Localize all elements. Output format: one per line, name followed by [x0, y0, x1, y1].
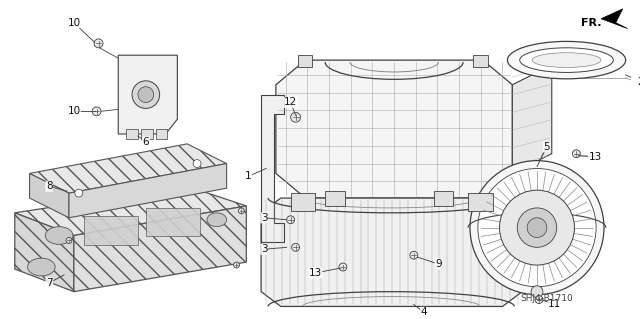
- Text: 5: 5: [543, 142, 550, 152]
- Text: 11: 11: [548, 300, 561, 309]
- Circle shape: [193, 160, 201, 167]
- Ellipse shape: [28, 258, 55, 276]
- Polygon shape: [522, 198, 557, 292]
- Circle shape: [292, 243, 300, 251]
- Circle shape: [239, 208, 244, 214]
- Text: 10: 10: [67, 106, 81, 116]
- Circle shape: [287, 216, 294, 224]
- Ellipse shape: [520, 48, 613, 72]
- Text: 2: 2: [637, 77, 640, 87]
- Bar: [126, 129, 138, 139]
- Circle shape: [132, 81, 159, 108]
- Polygon shape: [261, 95, 284, 242]
- Text: 6: 6: [143, 137, 149, 147]
- Polygon shape: [69, 164, 227, 218]
- Bar: [473, 55, 488, 67]
- Circle shape: [291, 112, 301, 122]
- Circle shape: [535, 296, 543, 303]
- Polygon shape: [15, 186, 246, 235]
- Polygon shape: [601, 9, 628, 29]
- Text: 10: 10: [67, 18, 81, 28]
- Circle shape: [234, 262, 239, 268]
- Circle shape: [75, 189, 83, 197]
- Bar: [84, 216, 138, 245]
- Text: 13: 13: [308, 268, 322, 278]
- Polygon shape: [15, 213, 74, 292]
- Circle shape: [66, 237, 72, 243]
- Circle shape: [339, 263, 347, 271]
- Circle shape: [94, 39, 103, 48]
- Bar: [325, 191, 345, 206]
- Bar: [468, 193, 493, 211]
- Text: SHJ4-B1710: SHJ4-B1710: [520, 294, 573, 303]
- Polygon shape: [118, 55, 177, 134]
- Circle shape: [138, 87, 154, 102]
- Ellipse shape: [532, 53, 601, 68]
- Bar: [156, 129, 168, 139]
- Circle shape: [92, 107, 101, 116]
- Polygon shape: [29, 174, 69, 218]
- Bar: [291, 193, 316, 211]
- Bar: [141, 129, 153, 139]
- Polygon shape: [513, 65, 552, 174]
- Circle shape: [572, 150, 580, 158]
- Bar: [146, 208, 200, 235]
- Circle shape: [478, 168, 596, 287]
- Circle shape: [410, 251, 418, 259]
- Text: 3: 3: [260, 213, 268, 223]
- Text: 7: 7: [46, 278, 52, 288]
- Circle shape: [470, 161, 604, 295]
- Text: 13: 13: [589, 152, 602, 162]
- Circle shape: [527, 218, 547, 237]
- Text: 4: 4: [420, 307, 427, 317]
- Text: 12: 12: [284, 98, 298, 108]
- Ellipse shape: [207, 213, 227, 226]
- Text: 9: 9: [435, 259, 442, 269]
- Text: 1: 1: [245, 171, 252, 182]
- Ellipse shape: [508, 41, 626, 79]
- Text: 3: 3: [260, 244, 268, 254]
- Text: FR.: FR.: [581, 18, 602, 28]
- Circle shape: [517, 208, 557, 247]
- Circle shape: [531, 286, 543, 298]
- Text: 8: 8: [46, 181, 52, 191]
- Circle shape: [500, 190, 575, 265]
- Polygon shape: [29, 144, 227, 193]
- Polygon shape: [74, 206, 246, 292]
- Polygon shape: [276, 60, 513, 198]
- Polygon shape: [261, 198, 522, 307]
- Bar: [298, 55, 312, 67]
- Bar: [433, 191, 453, 206]
- Ellipse shape: [45, 226, 73, 244]
